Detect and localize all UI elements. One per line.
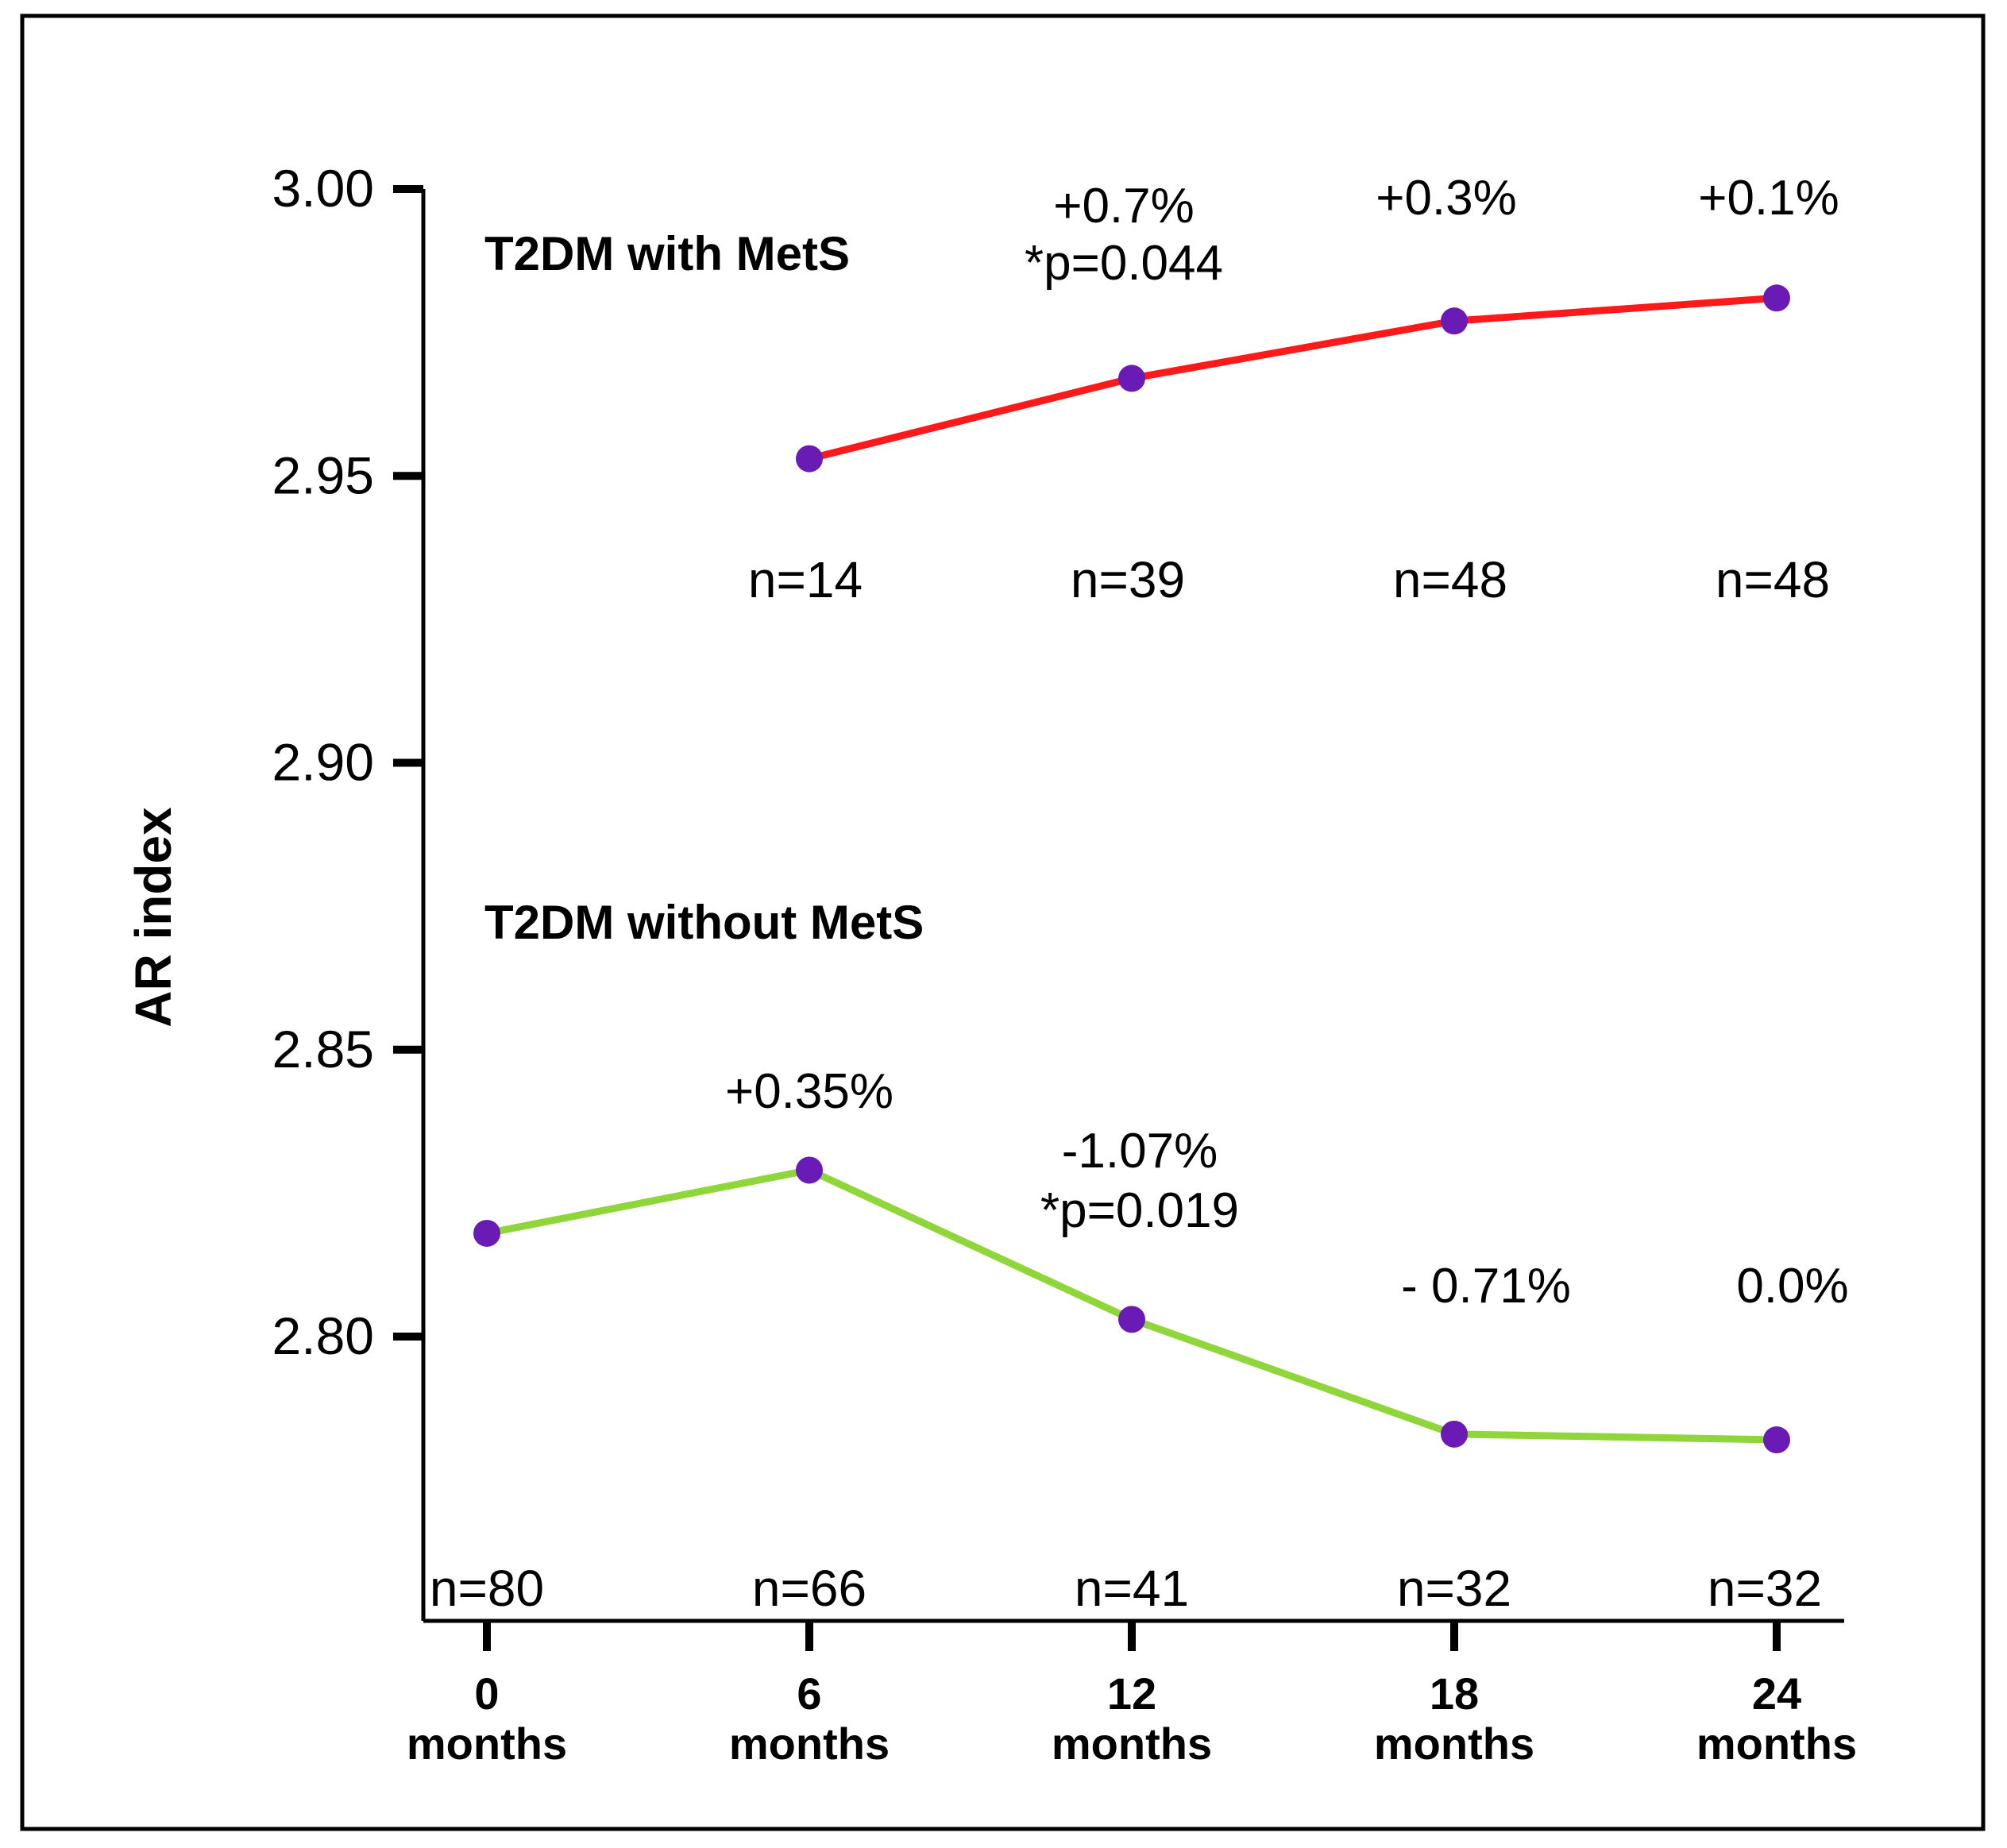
- annotation-label: 0.0%: [1736, 1259, 1848, 1314]
- chart-frame: [20, 14, 1986, 1831]
- annotation-label: +0.35%: [725, 1064, 894, 1119]
- data-point: [796, 1156, 823, 1184]
- n-label: n=39: [1071, 551, 1185, 608]
- n-label: n=66: [752, 1560, 866, 1617]
- data-point: [1441, 307, 1468, 335]
- data-point: [1441, 1420, 1468, 1448]
- y-tick-label: 3.00: [272, 159, 374, 218]
- y-axis-title: AR index: [125, 807, 182, 1028]
- x-tick-label-unit: months: [1052, 1719, 1212, 1769]
- y-tick-label: 2.95: [272, 446, 374, 504]
- annotation-label: *p=0.044: [1025, 236, 1223, 291]
- annotation-label: +0.7%: [1053, 179, 1195, 233]
- series-label-with-mets: T2DM with MetS: [484, 227, 850, 280]
- x-tick-label-number: 24: [1752, 1669, 1801, 1719]
- x-tick-label-number: 6: [797, 1669, 821, 1719]
- x-tick-label-number: 18: [1430, 1669, 1479, 1719]
- data-point: [1118, 1306, 1145, 1333]
- y-ticks: 3.00 2.95 2.90 2.85 2.80: [272, 159, 423, 1365]
- series-label-without-mets: T2DM without MetS: [484, 896, 924, 949]
- n-label: n=80: [430, 1560, 544, 1617]
- x-tick-label-unit: months: [729, 1719, 890, 1769]
- n-label: n=32: [1397, 1560, 1511, 1617]
- y-tick-label: 2.85: [272, 1020, 374, 1078]
- series-group: [473, 284, 1790, 1454]
- annotation-label: *p=0.019: [1040, 1183, 1239, 1238]
- y-tick-label: 2.90: [272, 733, 374, 792]
- annotation-label: -1.07%: [1062, 1124, 1218, 1179]
- x-tick-label-number: 12: [1107, 1669, 1156, 1719]
- n-label: n=48: [1716, 551, 1830, 608]
- x-tick-label-number: 0: [474, 1669, 499, 1719]
- data-point: [1763, 1426, 1790, 1454]
- annotation-label: +0.3%: [1376, 171, 1517, 226]
- x-tick-label-unit: months: [1374, 1719, 1534, 1769]
- n-label: n=32: [1708, 1560, 1822, 1617]
- data-point: [796, 445, 823, 473]
- series-line-with-mets: [805, 294, 1781, 463]
- data-point: [473, 1219, 500, 1247]
- x-tick-label-unit: months: [1696, 1719, 1857, 1769]
- annotations: +0.7%*p=0.044 +0.3% +0.1% n=14 n=39 n=48 n=48 +…: [430, 171, 1849, 1617]
- data-point: [1763, 284, 1790, 312]
- annotation-label: +0.1%: [1698, 171, 1839, 226]
- n-label: n=48: [1393, 551, 1507, 608]
- data-point: [1118, 365, 1145, 392]
- n-label: n=14: [748, 551, 863, 608]
- y-tick-label: 2.80: [272, 1306, 374, 1365]
- x-tick-label-unit: months: [407, 1719, 567, 1769]
- n-label: n=41: [1075, 1560, 1189, 1617]
- annotation-label: - 0.71%: [1401, 1259, 1571, 1314]
